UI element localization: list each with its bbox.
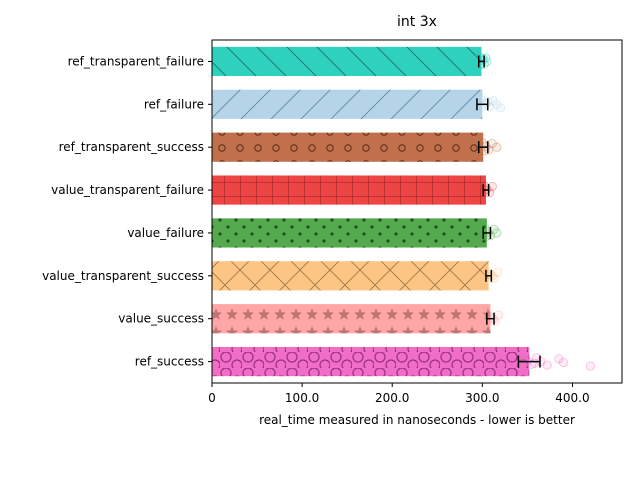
x-ticks: 0 100.0 200.0 300.0 400.0 (208, 383, 590, 405)
x-tick-label-3: 300.0 (465, 391, 499, 405)
plot-frame (211, 39, 623, 384)
error-bars-layer (476, 55, 541, 368)
jitter-point-ref-success (520, 355, 531, 365)
jitter-point-ref-success (522, 356, 532, 366)
x-tick-label-4: 400.0 (555, 391, 589, 405)
bar-hatch-value-success (212, 304, 491, 334)
jitter-point-ref-transparent-success (492, 142, 502, 152)
jitter-point-value-transparent-success (493, 267, 503, 277)
bar-hatch-value-transparent-failure (212, 175, 486, 205)
jitter-point-ref-failure (495, 103, 505, 113)
bar-hatch-ref-success (212, 346, 530, 377)
bar-hatch-ref-transparent-failure (212, 46, 482, 77)
y-tick-label-ref-failure: ref_failure (144, 97, 204, 111)
y-tick-label-ref-transparent-failure: ref_transparent_failure (68, 54, 204, 68)
x-tick-label-0: 0 (208, 391, 216, 405)
jitter-point-ref-success (554, 354, 564, 364)
x-tick-label-1: 100.0 (285, 391, 319, 405)
y-tick-label-value-transparent-failure: value_transparent_failure (51, 183, 204, 197)
bars-layer (212, 46, 530, 377)
jitter-point-ref-success (585, 361, 596, 371)
jitter-point-ref-failure (492, 99, 502, 109)
y-tick-labels: ref_transparent_failure ref_failure ref_tr… (42, 54, 212, 369)
chart-title: int 3x (397, 14, 437, 30)
y-tick-label-ref-transparent-success: ref_transparent_success (59, 140, 204, 154)
bar-hatch-value-failure (212, 218, 487, 248)
jitter-point-ref-success (542, 360, 552, 370)
jitter-point-value-failure (492, 228, 502, 238)
bar-hatch-ref-failure (212, 89, 483, 119)
y-tick-label-value-transparent-success: value_transparent_success (42, 269, 204, 283)
jitter-point-ref-failure (488, 96, 498, 106)
y-tick-label-value-failure: value_failure (127, 226, 204, 240)
y-tick-label-ref-success: ref_success (135, 355, 204, 369)
jitter-point-ref-success (558, 357, 569, 368)
bar-hatch-value-transparent-success (212, 261, 489, 291)
x-tick-label-2: 200.0 (375, 391, 409, 405)
y-tick-label-value-success: value_success (118, 312, 204, 326)
bar-hatch-ref-transparent-success (212, 132, 484, 162)
jitter-point-ref-success (529, 358, 540, 368)
x-axis-label: real_time measured in nanoseconds - lowe… (259, 413, 575, 427)
